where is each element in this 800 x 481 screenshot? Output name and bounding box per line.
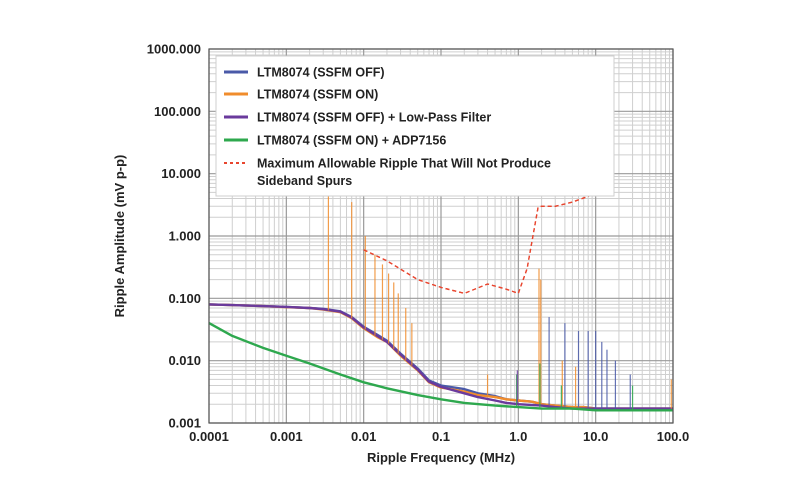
x-tick-label: 0.001 — [270, 429, 303, 444]
y-tick-label: 0.100 — [168, 291, 201, 306]
x-tick-label: 0.0001 — [189, 429, 229, 444]
x-tick-label: 100.0 — [657, 429, 690, 444]
limit-line — [363, 192, 596, 295]
legend-box — [215, 55, 615, 197]
x-tick-label: 0.01 — [351, 429, 376, 444]
y-tick-label: 1.000 — [168, 229, 201, 244]
x-tick-label: 0.1 — [432, 429, 450, 444]
legend: LTM8074 (SSFM OFF) LTM8074 (SSFM ON) LTM80… — [215, 55, 615, 197]
plot-frame — [208, 48, 674, 424]
legend-label: LTM8074 (SSFM ON) + ADP7156 — [257, 134, 446, 148]
y-tick-labels: 0.001 0.010 0.100 1.000 10.000 100.000 1000.00… — [147, 42, 201, 431]
y-axis-title: Ripple Amplitude (mV p-p) — [112, 155, 127, 318]
y-tick-label: 100.000 — [154, 104, 201, 119]
y-tick-label: 10.000 — [161, 166, 201, 181]
legend-label-cont: Sideband Spurs — [257, 174, 352, 188]
y-tick-label: 0.010 — [168, 353, 201, 368]
x-tick-label: 10.0 — [583, 429, 608, 444]
series-line-3 — [208, 322, 673, 412]
y-tick-label: 0.001 — [168, 416, 201, 431]
x-axis-title: Ripple Frequency (MHz) — [367, 450, 515, 465]
x-tick-label: 1.0 — [509, 429, 527, 444]
series-layer — [208, 143, 673, 412]
legend-label: LTM8074 (SSFM ON) — [257, 88, 378, 102]
legend-label: Maximum Allowable Ripple That Will Not P… — [257, 157, 551, 171]
legend-label: LTM8074 (SSFM OFF) + Low-Pass Filter — [257, 111, 491, 125]
y-tick-label: 1000.000 — [147, 42, 201, 57]
x-tick-labels: 0.0001 0.001 0.01 0.1 1.0 10.0 100.0 — [189, 429, 689, 444]
legend-label: LTM8074 (SSFM OFF) — [257, 66, 385, 80]
